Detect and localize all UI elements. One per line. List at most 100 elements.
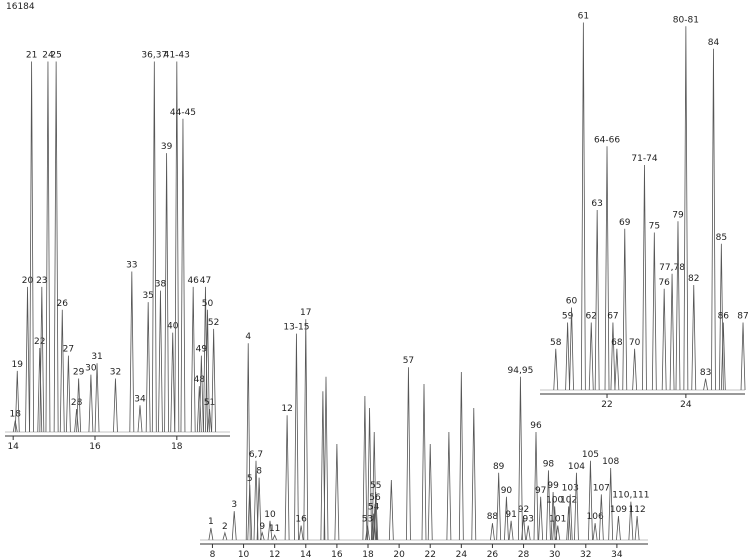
peak-label: 87 xyxy=(737,312,748,322)
peak xyxy=(196,386,202,433)
peak-label: 112 xyxy=(629,505,646,515)
peak-label: 79 xyxy=(672,210,684,220)
peak xyxy=(129,271,135,433)
peak-label: 97 xyxy=(535,486,546,496)
peak-label: 47 xyxy=(200,276,211,286)
peak-label: 64-66 xyxy=(594,135,620,145)
peak xyxy=(45,61,51,433)
peak-label: 85 xyxy=(716,233,727,243)
peak xyxy=(231,511,237,541)
peak xyxy=(74,409,79,433)
peak-label: 4 xyxy=(245,332,251,342)
peak-label: 24 xyxy=(42,50,54,60)
peak xyxy=(365,525,370,541)
intensity-label: 16184 xyxy=(6,2,35,12)
peak xyxy=(29,61,34,433)
peak xyxy=(608,467,614,541)
peak xyxy=(555,525,561,541)
peak xyxy=(720,322,726,391)
peak-label: 94,95 xyxy=(508,366,534,376)
peak-label: 90 xyxy=(501,486,513,496)
peak xyxy=(508,520,514,541)
peak-label: 51 xyxy=(204,398,215,408)
peak-label: 21 xyxy=(26,50,37,60)
peak-label: 58 xyxy=(550,338,562,348)
peak xyxy=(553,348,559,391)
peak xyxy=(490,523,495,541)
peak xyxy=(53,61,59,433)
peak xyxy=(406,367,411,541)
peak xyxy=(616,515,621,541)
peak xyxy=(538,496,544,541)
peak xyxy=(421,383,427,541)
peak-label: 100 xyxy=(546,495,563,505)
peak xyxy=(588,322,594,391)
x-tick-label: 22 xyxy=(601,400,612,410)
peak xyxy=(245,343,251,541)
peak xyxy=(256,477,262,541)
x-tick-label: 14 xyxy=(7,442,19,452)
peak-label: 44-45 xyxy=(170,108,196,118)
x-tick-label: 30 xyxy=(549,550,561,558)
peak-label: 3 xyxy=(231,500,237,510)
peak-label: 76 xyxy=(658,278,670,288)
peak-label: 9 xyxy=(259,522,265,532)
peak-label: 31 xyxy=(91,352,102,362)
peak-label: 96 xyxy=(530,421,542,431)
peak-label: 40 xyxy=(167,322,179,332)
peak xyxy=(158,290,163,433)
peak xyxy=(661,288,667,391)
peak-label: 67 xyxy=(607,312,618,322)
peak xyxy=(247,484,253,541)
peak-label: 91 xyxy=(505,510,516,520)
peak xyxy=(180,118,186,433)
peak xyxy=(284,415,290,541)
peak xyxy=(504,496,509,541)
peak xyxy=(552,506,558,541)
peak-label: 75 xyxy=(649,222,660,232)
peak xyxy=(592,523,598,541)
x-tick-label: 14 xyxy=(300,550,312,558)
peak xyxy=(76,378,82,433)
peak-label: 19 xyxy=(12,360,24,370)
peak xyxy=(222,531,228,541)
peak-label: 61 xyxy=(578,12,589,22)
peak xyxy=(303,319,309,541)
peak-label: 77,78 xyxy=(659,263,685,273)
peak-label: 29 xyxy=(73,368,85,378)
peak-label: 98 xyxy=(543,459,555,469)
peak xyxy=(66,355,71,433)
peak-label: 104 xyxy=(568,462,585,472)
peak xyxy=(59,309,65,433)
peak xyxy=(610,322,616,391)
peak xyxy=(267,520,273,541)
x-tick-label: 24 xyxy=(680,400,692,410)
peak-label: 55 xyxy=(370,481,381,491)
peak-label: 36,37 xyxy=(141,50,167,60)
peak-label: 10 xyxy=(264,510,276,520)
peak xyxy=(94,363,100,433)
peak xyxy=(566,506,572,541)
peak-label: 108 xyxy=(602,457,619,467)
peak-label: 32 xyxy=(110,368,121,378)
peak xyxy=(614,348,620,391)
peak-label: 2 xyxy=(222,522,228,532)
peak-label: 33 xyxy=(126,261,137,271)
peak-label: 41-43 xyxy=(164,50,190,60)
peak-label: 89 xyxy=(493,462,505,472)
peak xyxy=(12,420,18,433)
peak xyxy=(546,470,551,541)
peak-label: 99 xyxy=(547,481,559,491)
peak xyxy=(198,355,204,433)
x-tick-label: 32 xyxy=(580,550,591,558)
peak-label: 13-15 xyxy=(283,323,309,333)
peak xyxy=(37,347,43,433)
peak xyxy=(550,491,556,541)
x-tick-label: 28 xyxy=(518,550,530,558)
peak-label: 59 xyxy=(562,312,574,322)
peak xyxy=(446,431,452,541)
peak xyxy=(567,494,573,541)
peak xyxy=(628,501,634,541)
